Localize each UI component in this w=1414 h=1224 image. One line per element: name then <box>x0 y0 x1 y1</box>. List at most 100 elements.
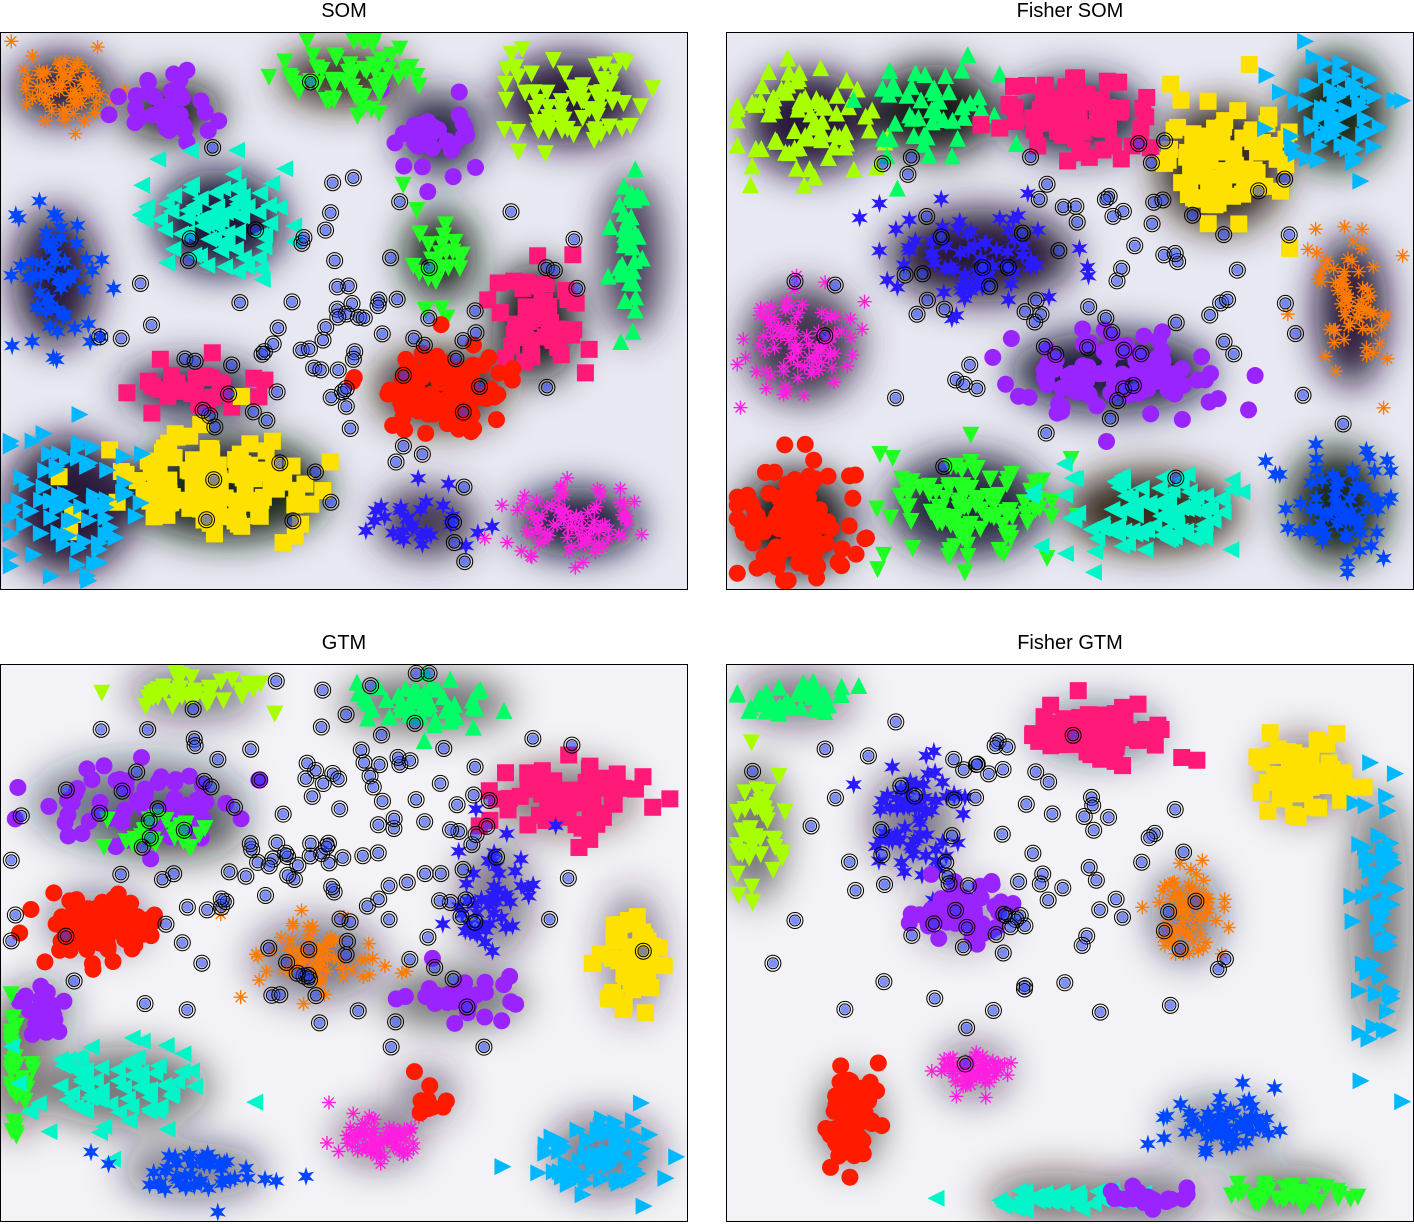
data-point <box>1033 472 1051 490</box>
data-point <box>1342 299 1357 314</box>
data-point <box>1357 797 1375 815</box>
data-point <box>622 1155 640 1173</box>
series-6 <box>583 908 673 1022</box>
data-point <box>500 535 515 550</box>
data-point <box>1030 732 1048 750</box>
data-point <box>3 1012 21 1030</box>
data-point <box>139 689 157 707</box>
data-point <box>575 794 593 812</box>
data-point <box>286 496 304 514</box>
data-point <box>416 865 434 883</box>
data-point <box>151 350 169 368</box>
data-point <box>1337 332 1352 347</box>
data-point <box>759 311 774 326</box>
data-point <box>200 1178 217 1198</box>
data-point <box>882 509 900 527</box>
data-point <box>1146 1192 1164 1210</box>
data-point <box>494 498 509 513</box>
data-point <box>92 1058 110 1076</box>
data-point <box>1114 500 1132 518</box>
data-point <box>55 76 70 91</box>
data-point <box>408 67 426 85</box>
data-point <box>1230 215 1248 233</box>
data-point <box>733 400 748 415</box>
series-10 <box>1139 1073 1289 1163</box>
data-point <box>1010 873 1028 891</box>
data-point <box>228 263 246 281</box>
data-point <box>977 233 995 253</box>
data-point <box>111 770 129 788</box>
data-point <box>1026 313 1044 331</box>
data-point <box>1167 469 1185 487</box>
data-point <box>620 1171 638 1189</box>
data-point <box>181 427 199 445</box>
data-point <box>728 865 746 883</box>
data-point <box>196 367 214 385</box>
data-point <box>1361 487 1378 507</box>
data-point <box>766 463 784 481</box>
data-point <box>468 903 486 923</box>
data-point <box>354 952 369 967</box>
data-point <box>198 256 216 274</box>
data-point <box>1340 251 1355 266</box>
data-point <box>1260 109 1278 127</box>
data-point <box>1329 1189 1347 1207</box>
data-point <box>1067 197 1085 215</box>
data-point <box>967 755 985 773</box>
data-point <box>1114 757 1132 775</box>
data-point <box>1189 1115 1206 1135</box>
data-point <box>401 950 419 968</box>
data-point <box>160 1146 178 1166</box>
data-point <box>790 139 808 157</box>
series-7 <box>131 141 303 289</box>
data-point <box>576 555 591 570</box>
data-point <box>143 404 161 422</box>
data-point <box>1271 1120 1289 1140</box>
data-point <box>357 1126 372 1141</box>
data-point <box>520 886 537 906</box>
data-point <box>181 142 199 160</box>
data-point <box>184 475 202 493</box>
data-point <box>355 1140 370 1155</box>
data-point <box>1178 465 1196 483</box>
data-point <box>384 523 402 543</box>
data-point <box>899 165 917 183</box>
data-point <box>101 441 119 459</box>
data-point <box>955 375 973 393</box>
data-point <box>1075 807 1093 825</box>
data-point <box>1028 255 1045 275</box>
data-point <box>991 209 1009 229</box>
data-point <box>1305 48 1323 66</box>
data-point <box>902 771 919 791</box>
data-point <box>285 217 303 235</box>
data-point <box>41 316 58 336</box>
data-point <box>1329 496 1346 516</box>
data-point <box>461 922 479 942</box>
data-point <box>82 1038 100 1056</box>
data-point <box>467 825 485 843</box>
data-point <box>3 266 20 285</box>
data-point <box>819 696 837 714</box>
data-point <box>246 1093 264 1111</box>
data-point <box>1155 1128 1173 1148</box>
data-point <box>1156 884 1171 899</box>
data-point <box>1327 335 1342 350</box>
data-point <box>626 160 644 178</box>
data-point <box>953 462 971 480</box>
data-point <box>1038 549 1056 567</box>
data-point <box>740 701 758 719</box>
data-point <box>796 388 811 403</box>
data-point <box>906 787 924 805</box>
data-point <box>290 83 308 101</box>
data-point <box>9 1074 27 1092</box>
data-point <box>2 437 20 455</box>
data-point <box>150 1175 167 1195</box>
data-point <box>69 216 86 235</box>
data-point <box>762 552 780 570</box>
data-point <box>225 179 243 197</box>
data-point <box>615 94 633 112</box>
data-point <box>295 229 313 247</box>
data-point <box>203 444 221 462</box>
data-point <box>891 831 909 851</box>
data-point <box>1001 918 1019 936</box>
